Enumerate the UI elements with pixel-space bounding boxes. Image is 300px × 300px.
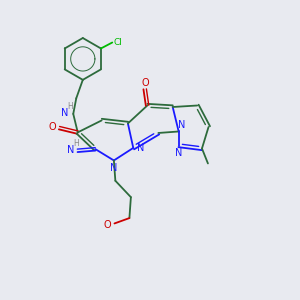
Text: O: O — [141, 77, 149, 88]
Text: Cl: Cl — [114, 38, 123, 47]
Text: N: N — [110, 163, 118, 173]
Text: H: H — [74, 139, 80, 148]
Text: H: H — [68, 102, 73, 111]
Text: O: O — [103, 220, 111, 230]
Text: O: O — [49, 122, 56, 132]
Text: N: N — [178, 120, 185, 130]
Text: N: N — [137, 143, 144, 153]
Text: N: N — [67, 145, 75, 155]
Text: N: N — [61, 108, 68, 118]
Text: N: N — [175, 148, 182, 158]
